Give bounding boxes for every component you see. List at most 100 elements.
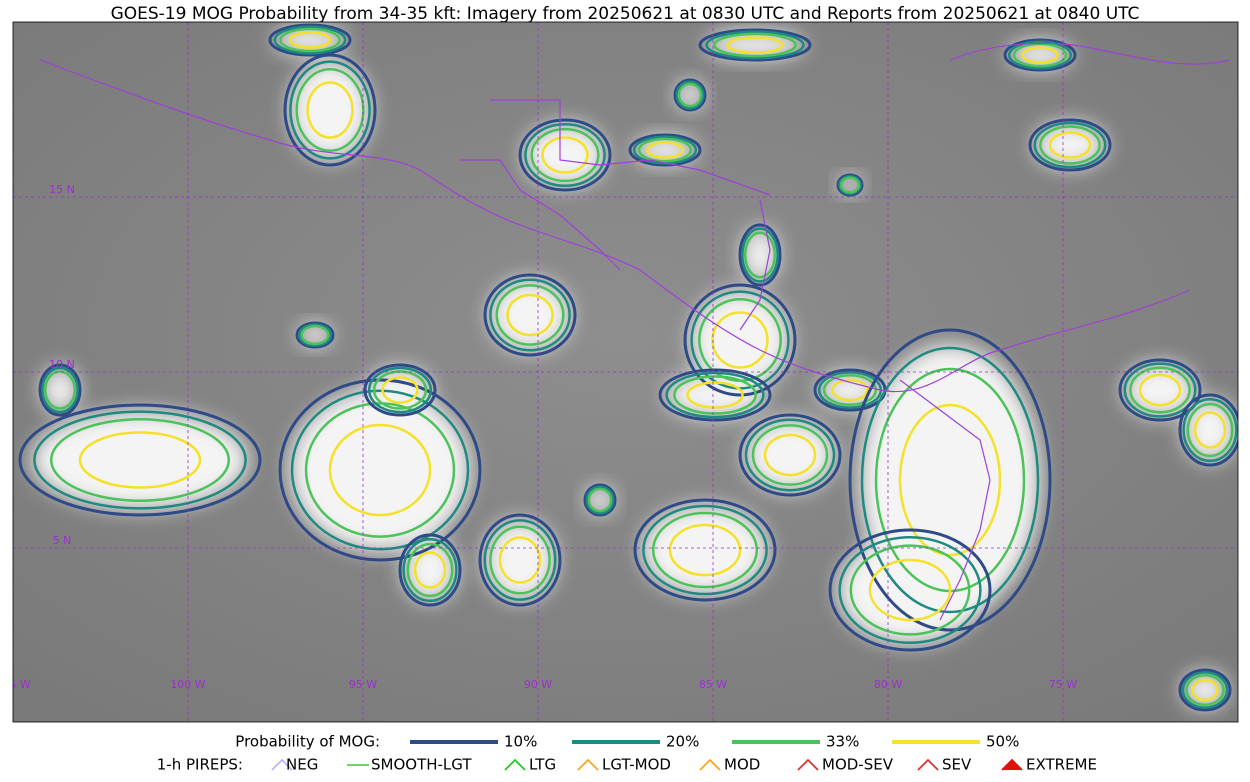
pirep-entry: SEV xyxy=(942,756,972,774)
contour xyxy=(763,433,817,477)
contour xyxy=(646,141,684,159)
contour xyxy=(751,424,829,486)
pirep-symbol xyxy=(797,758,819,771)
cloud-glow xyxy=(1124,363,1196,417)
contour xyxy=(711,311,769,369)
contour xyxy=(583,483,617,517)
pirep-symbol xyxy=(917,758,939,771)
contour xyxy=(743,231,777,279)
contour xyxy=(402,537,458,603)
contour xyxy=(43,370,77,410)
lon-label: 90 W xyxy=(524,678,552,691)
lon-label: 95 W xyxy=(349,678,377,691)
contour xyxy=(698,28,812,62)
cloud-glow xyxy=(290,389,470,551)
contour xyxy=(406,542,454,598)
pirep-entry: LTG xyxy=(529,756,556,774)
contour xyxy=(633,498,777,602)
contour xyxy=(705,30,805,60)
map: 15 N 10 N 5 N 105 W 100 W 95 W 90 W 85 W 80 W 75 … xyxy=(0,22,1238,722)
contour xyxy=(372,370,428,410)
contour xyxy=(713,32,797,58)
contour xyxy=(1185,673,1225,707)
contour xyxy=(367,366,433,414)
lat-label: 10 N xyxy=(49,358,75,371)
cloud-glow xyxy=(633,136,697,164)
pirep-entry: MOD xyxy=(724,756,760,774)
cloud-glow xyxy=(1034,122,1106,168)
contour xyxy=(306,81,354,139)
cloud-glow xyxy=(676,81,704,109)
cloud-glow xyxy=(489,279,571,351)
legend-entry: 50% xyxy=(986,733,1019,751)
contour xyxy=(381,376,419,404)
contour xyxy=(483,519,557,601)
pirep-symbol xyxy=(699,758,721,771)
contour xyxy=(295,68,365,152)
contour xyxy=(848,328,1052,632)
contour xyxy=(1181,671,1229,709)
contour xyxy=(273,25,347,55)
contour xyxy=(1028,118,1112,172)
contour xyxy=(541,136,589,174)
contour xyxy=(297,323,333,347)
contour xyxy=(283,53,377,167)
contour xyxy=(290,389,470,551)
pirep-entry: SMOOTH-LGT xyxy=(371,756,472,774)
cloud-glow xyxy=(42,367,78,413)
contour xyxy=(1186,402,1234,458)
contour xyxy=(1048,131,1092,159)
contour xyxy=(675,80,705,110)
legend-entry: 10% xyxy=(504,733,537,751)
contour xyxy=(268,23,352,57)
pirep-entry: NEG xyxy=(286,756,318,774)
contour xyxy=(744,418,836,492)
graticule: 15 N 10 N 5 N 105 W 100 W 95 W 90 W 85 W 80 W 75 … xyxy=(0,22,1238,722)
cloud-glow xyxy=(838,536,982,644)
cloud-glow xyxy=(665,372,765,418)
lon-label: 85 W xyxy=(699,678,727,691)
contour xyxy=(686,381,744,409)
contour xyxy=(1003,38,1077,72)
contour xyxy=(18,403,262,517)
contour xyxy=(363,363,437,417)
pirep-symbol xyxy=(271,758,293,771)
contour xyxy=(49,418,231,502)
pirep-entry: LGT-MOD xyxy=(602,756,671,774)
contour xyxy=(288,31,332,49)
contour xyxy=(1191,678,1219,702)
contour xyxy=(279,27,341,53)
contour xyxy=(673,78,707,112)
contour xyxy=(483,273,577,357)
pirep-symbol xyxy=(504,758,526,771)
cloud-glow xyxy=(32,410,248,510)
contour xyxy=(1138,373,1182,407)
contour xyxy=(637,137,693,163)
contour xyxy=(295,321,335,349)
contour xyxy=(741,227,779,283)
legend-entry: 33% xyxy=(826,733,859,751)
contour xyxy=(838,174,862,196)
contour xyxy=(1021,46,1059,64)
contour xyxy=(849,544,971,636)
contour xyxy=(489,525,551,595)
cloud-glow xyxy=(298,324,332,346)
contour xyxy=(506,293,554,337)
lon-label: 75 W xyxy=(1049,678,1077,691)
cloud-glow xyxy=(690,290,790,390)
cloud-glow xyxy=(524,123,606,187)
clouds xyxy=(18,23,1238,712)
contour xyxy=(673,375,757,415)
contour xyxy=(587,487,613,513)
contour xyxy=(1193,411,1227,449)
lon-label: 105 W xyxy=(0,678,31,691)
cloud-glow xyxy=(742,228,778,282)
contour xyxy=(668,523,742,577)
contour xyxy=(1129,366,1191,414)
contour xyxy=(489,278,571,352)
legend-entry: 20% xyxy=(666,733,699,751)
contour xyxy=(726,36,784,54)
contour xyxy=(838,535,982,645)
contour xyxy=(831,378,869,402)
contour xyxy=(738,223,782,287)
